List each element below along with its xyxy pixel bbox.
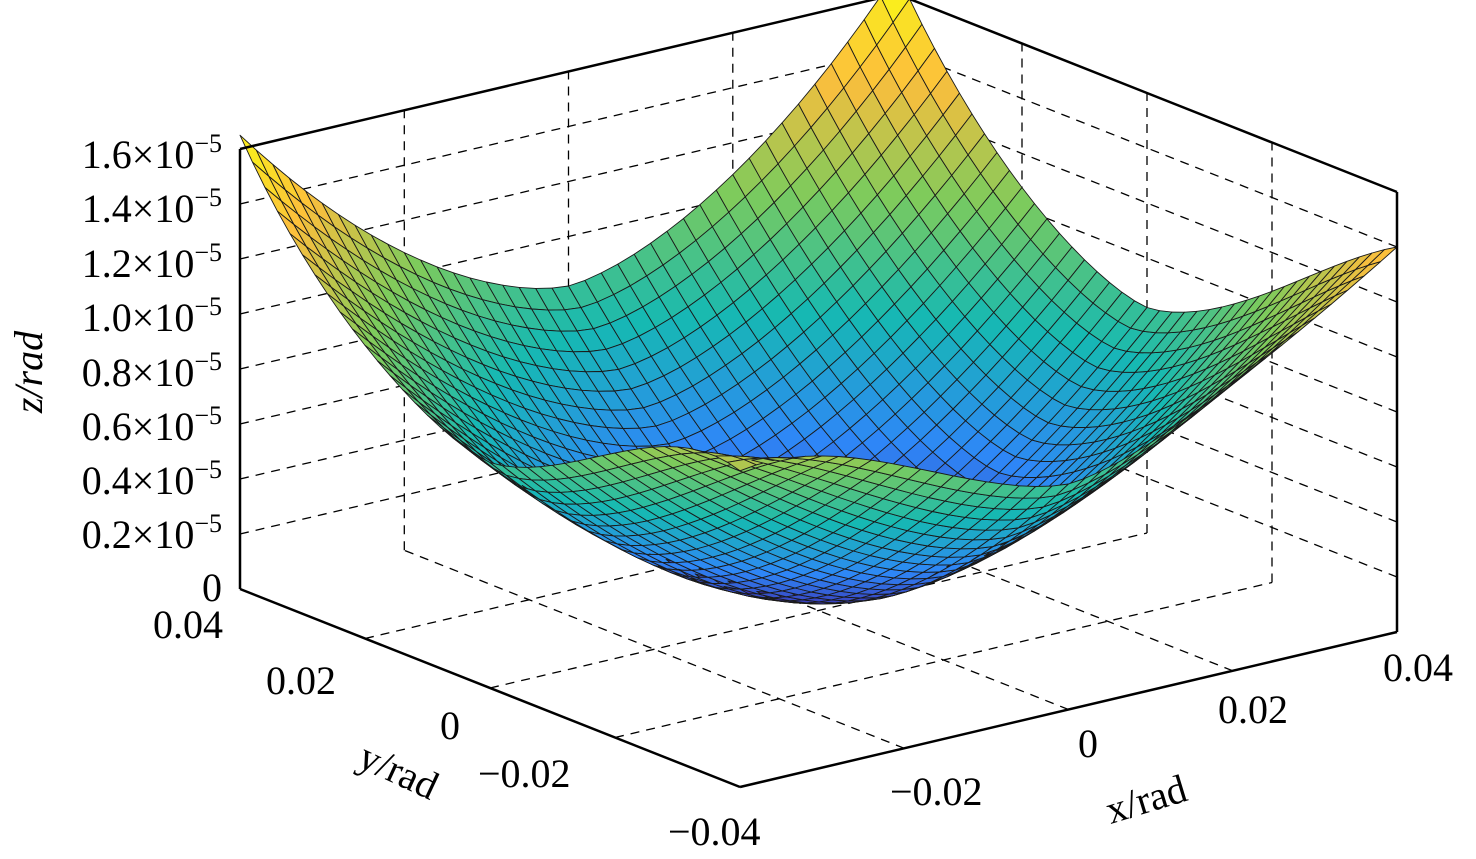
x-tick-label: 0 bbox=[1078, 721, 1098, 766]
x-axis-ticks: −0.02 0 0.02 0.04 bbox=[890, 645, 1453, 814]
x-axis-line bbox=[739, 630, 1398, 789]
x-tick-label: 0.02 bbox=[1218, 687, 1288, 732]
surface-mesh bbox=[239, 0, 1398, 605]
z-tick-label: 0 bbox=[202, 565, 222, 610]
z-tick-label: 1.4×10−5 bbox=[82, 183, 222, 231]
box-edge bbox=[239, 0, 878, 151]
z-tick-label: 1.2×10−5 bbox=[82, 238, 222, 286]
z-axis-ticks: 1.6×10−5 1.4×10−5 1.2×10−5 1.0×10−5 0.8×… bbox=[82, 129, 222, 610]
axis-box bbox=[238, 0, 1399, 789]
x-axis-label: x/rad bbox=[1100, 766, 1192, 833]
y-tick-label: 0 bbox=[440, 703, 460, 748]
z-tick-label: 1.6×10−5 bbox=[82, 129, 222, 177]
floor-grid-line bbox=[404, 549, 905, 749]
z-tick-label: 1.0×10−5 bbox=[82, 292, 222, 340]
y-tick-label: 0.02 bbox=[266, 658, 336, 703]
z-tick-label: 0.2×10−5 bbox=[82, 509, 222, 557]
surface-face bbox=[239, 134, 270, 177]
surface-face bbox=[1367, 246, 1398, 266]
back-wall-grid-line bbox=[239, 48, 898, 205]
floor-grid-line bbox=[489, 532, 1148, 689]
x-tick-label: −0.02 bbox=[890, 769, 983, 814]
z-tick-label: 0.6×10−5 bbox=[82, 401, 222, 449]
z-tick-label: 0.8×10−5 bbox=[82, 347, 222, 395]
y-axis-ticks: 0.04 0.02 0 −0.02 −0.04 bbox=[153, 602, 761, 854]
y-axis-label: y/rad bbox=[352, 733, 446, 809]
y-tick-label: −0.04 bbox=[668, 809, 761, 854]
floor-grid-line bbox=[614, 581, 1273, 739]
z-tick-label: 0.4×10−5 bbox=[82, 455, 222, 503]
box-edge bbox=[908, 0, 1398, 194]
z-axis-label: z/rad bbox=[6, 330, 51, 414]
side-wall-grid-line bbox=[896, 48, 1398, 248]
y-tick-label: 0.04 bbox=[153, 602, 223, 647]
y-axis-line bbox=[239, 587, 741, 789]
x-tick-label: 0.04 bbox=[1383, 645, 1453, 690]
y-tick-label: −0.02 bbox=[478, 751, 571, 796]
